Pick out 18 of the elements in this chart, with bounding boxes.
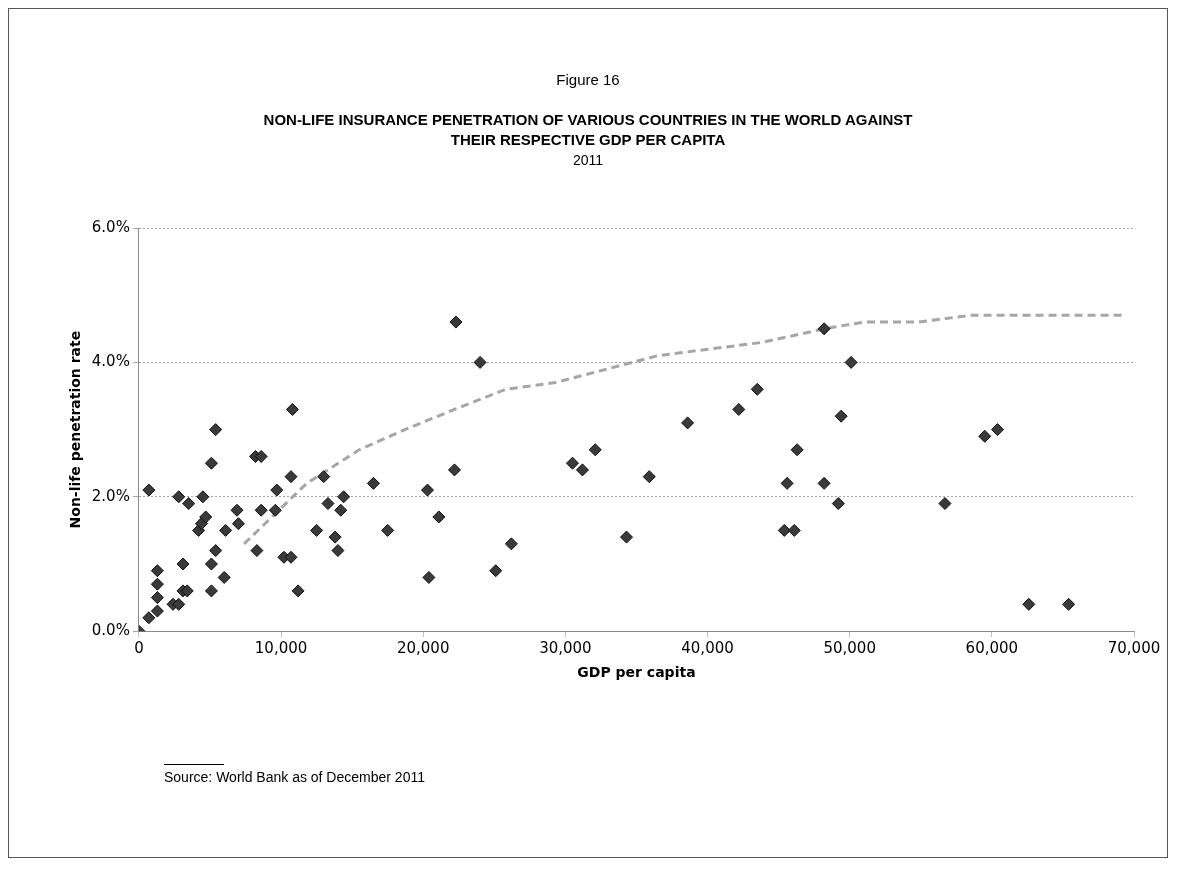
x-tick-label: 50,000 xyxy=(823,639,876,658)
y-axis-title: Non-life penetration rate xyxy=(67,330,84,529)
y-tick-label: 4.0% xyxy=(91,352,130,371)
x-tick-label: 60,000 xyxy=(965,639,1019,658)
y-tick-label: 6.0% xyxy=(91,217,130,236)
x-tick-label: 0 xyxy=(134,639,144,658)
y-tick-label: 0.0% xyxy=(91,621,130,640)
x-tick-label: 30,000 xyxy=(539,639,592,658)
source-note: Source: World Bank as of December 2011 xyxy=(164,769,425,785)
x-tick-label: 10,000 xyxy=(254,639,308,658)
chart-subtitle: 2011 xyxy=(571,152,605,168)
caption: Figure 16 xyxy=(555,71,621,88)
x-tick-label: 20,000 xyxy=(396,639,450,658)
x-tick-label: 40,000 xyxy=(681,639,734,658)
chart-title: NON-LIFE INSURANCE PENETRATION OF VARIOUS COUNTRIES IN THE WORLD AGAINST THEIR RESPECTIVE GDP PER CAPITA xyxy=(262,110,914,150)
y-tick-label: 2.0% xyxy=(91,486,130,505)
x-axis-title: GDP per capita xyxy=(577,664,696,681)
x-tick-label: 70,000 xyxy=(1107,639,1161,658)
